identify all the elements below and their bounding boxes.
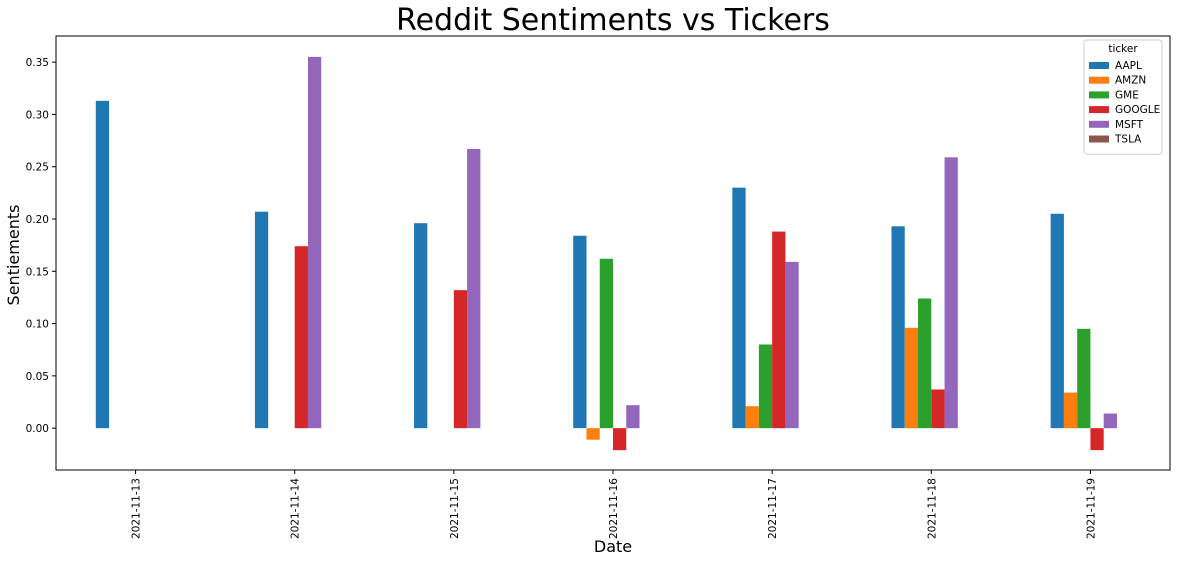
x-tick-label: 2021-11-17 <box>767 478 779 539</box>
y-tick-label: 0.15 <box>26 266 49 278</box>
bar-google-2021-11-19 <box>1090 428 1104 451</box>
legend-swatch-aapl <box>1089 62 1109 69</box>
y-tick-label: 0.30 <box>26 109 49 121</box>
legend-label-msft: MSFT <box>1115 119 1144 131</box>
bar-google-2021-11-15 <box>453 290 468 429</box>
legend-swatch-gme <box>1089 91 1109 99</box>
y-tick-label: 0.25 <box>26 162 49 174</box>
bar-aapl-2021-11-16 <box>573 235 587 429</box>
bar-msft-2021-11-19 <box>1103 413 1117 429</box>
x-tick-label: 2021-11-18 <box>926 478 938 539</box>
bar-aapl-2021-11-14 <box>254 211 269 429</box>
legend-title: ticker <box>1108 43 1138 55</box>
bar-gme-2021-11-16 <box>599 258 613 429</box>
legend-label-google: GOOGLE <box>1115 104 1160 116</box>
bar-google-2021-11-16 <box>613 428 627 451</box>
x-tick-label: 2021-11-14 <box>290 478 302 539</box>
bar-gme-2021-11-18 <box>918 298 932 429</box>
plot-frame <box>55 35 1171 471</box>
bar-google-2021-11-14 <box>294 246 308 429</box>
legend-label-amzn: AMZN <box>1115 75 1146 87</box>
bar-google-2021-11-17 <box>772 231 786 429</box>
legend-swatch-tsla <box>1089 135 1109 143</box>
x-tick-label: 2021-11-13 <box>131 478 143 539</box>
bar-amzn-2021-11-18 <box>904 327 919 429</box>
x-axis-label: Date <box>594 537 632 556</box>
legend-swatch-msft <box>1089 120 1109 128</box>
bar-google-2021-11-18 <box>931 389 945 429</box>
x-tick-label: 2021-11-19 <box>1085 478 1097 539</box>
y-tick-label: 0.05 <box>26 371 49 383</box>
legend-label-aapl: AAPL <box>1115 60 1142 72</box>
bar-gme-2021-11-19 <box>1077 328 1091 429</box>
chart-title: Reddit Sentiments vs Tickers <box>396 3 830 38</box>
y-tick-label: 0.35 <box>26 57 49 69</box>
bar-amzn-2021-11-19 <box>1063 392 1078 429</box>
legend-label-tsla: TSLA <box>1114 134 1142 146</box>
bar-msft-2021-11-17 <box>785 261 799 429</box>
x-tick-label: 2021-11-16 <box>608 478 620 539</box>
bar-msft-2021-11-14 <box>307 56 322 429</box>
bar-msft-2021-11-18 <box>944 157 958 429</box>
legend-swatch-google <box>1089 106 1109 114</box>
legend-swatch-amzn <box>1089 76 1109 84</box>
y-axis-label: Sentiements <box>4 205 23 306</box>
bar-msft-2021-11-15 <box>467 148 481 429</box>
bar-msft-2021-11-16 <box>626 405 640 429</box>
bar-aapl-2021-11-19 <box>1050 213 1064 429</box>
x-tick-label: 2021-11-15 <box>449 478 461 539</box>
bar-aapl-2021-11-15 <box>414 223 428 429</box>
legend-label-gme: GME <box>1115 89 1139 101</box>
y-tick-label: 0.20 <box>26 214 49 226</box>
bar-gme-2021-11-17 <box>758 344 773 429</box>
bar-aapl-2021-11-18 <box>891 226 905 429</box>
y-tick-label: 0.10 <box>26 319 49 331</box>
y-tick-label: 0.00 <box>26 423 49 435</box>
bar-aapl-2021-11-13 <box>95 100 110 429</box>
bar-amzn-2021-11-16 <box>586 428 600 440</box>
bar-amzn-2021-11-17 <box>745 406 759 429</box>
bar-aapl-2021-11-17 <box>732 187 746 429</box>
